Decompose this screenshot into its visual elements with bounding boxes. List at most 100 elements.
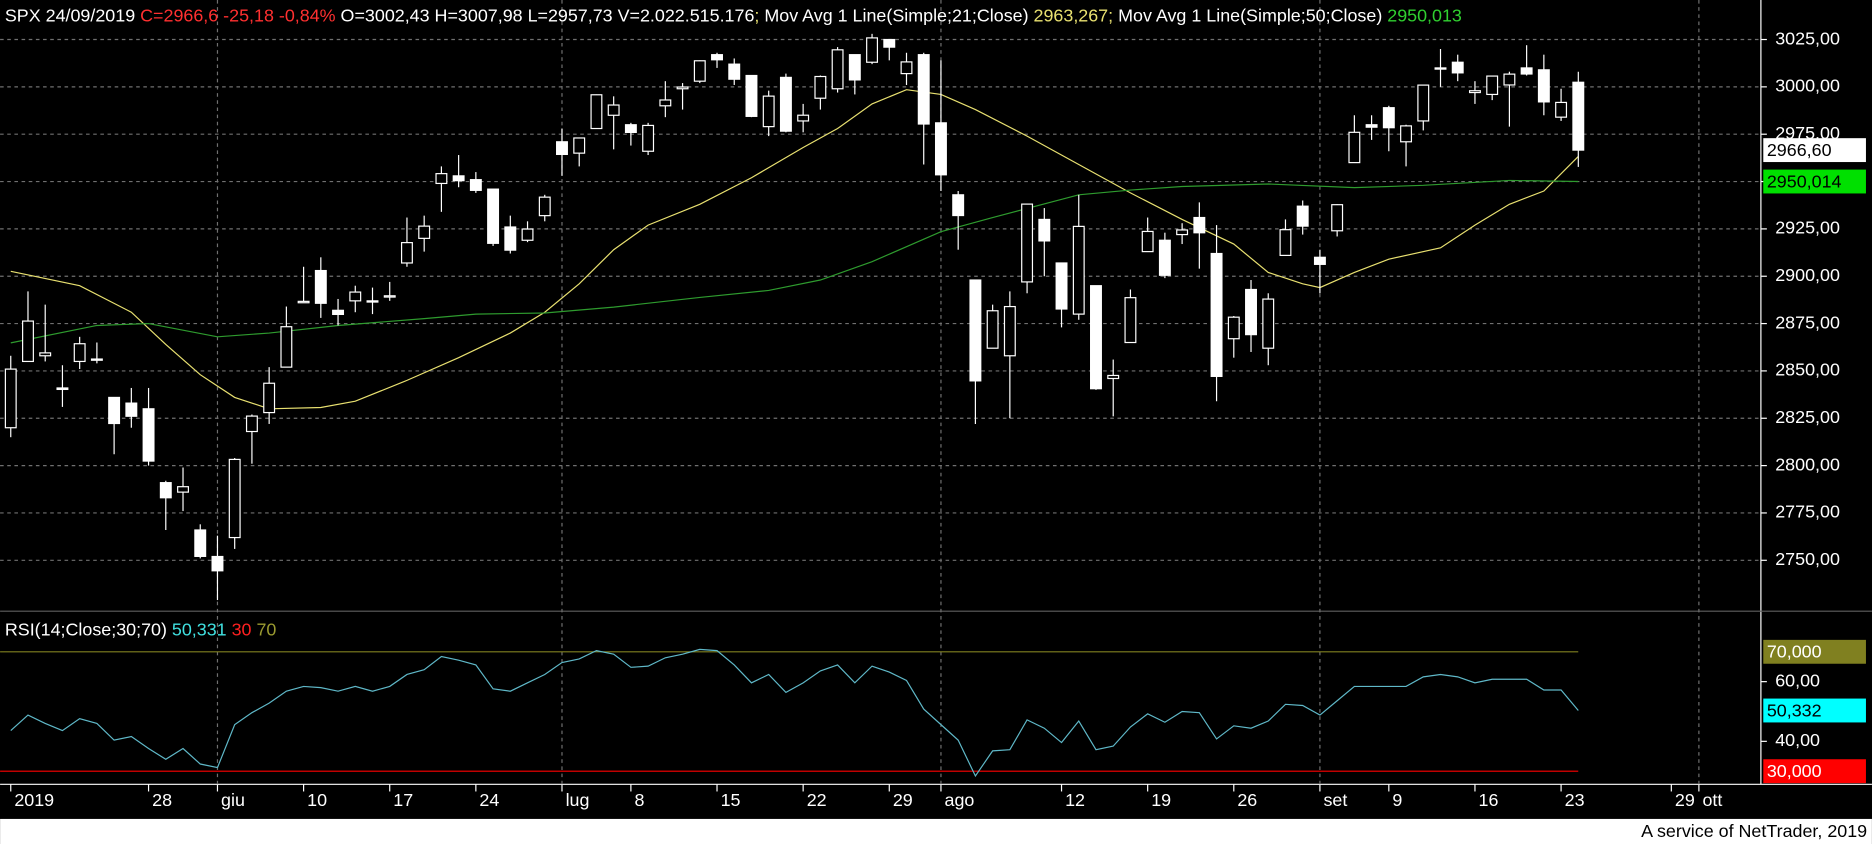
x-tick-label: 26 <box>1237 790 1257 810</box>
candle-body <box>883 38 896 48</box>
candle-body <box>211 555 224 572</box>
x-tick-label: 16 <box>1479 790 1499 810</box>
level-label: 30,000 <box>1767 761 1822 781</box>
x-tick-label: ago <box>945 790 975 810</box>
header-part: C=2966,6 -25,18 -0,84% <box>140 5 336 25</box>
candle-body <box>866 37 879 63</box>
x-tick-label: 28 <box>152 790 172 810</box>
candle-body <box>314 269 327 304</box>
candle-body <box>1382 107 1395 129</box>
candle-body <box>469 179 482 191</box>
candle-body <box>349 291 362 302</box>
x-tick-label: set <box>1324 790 1348 810</box>
candle-body <box>1348 131 1361 164</box>
candle-body <box>762 95 775 128</box>
candle-body <box>745 74 758 117</box>
candle-body <box>1365 124 1378 128</box>
candle-body <box>297 300 310 304</box>
x-tick-label: 17 <box>393 790 413 810</box>
candle-body <box>711 54 723 61</box>
y-tick-label: 2875,00 <box>1775 312 1840 332</box>
candle-body <box>573 137 586 154</box>
x-tick-label: 2019 <box>14 790 54 810</box>
x-tick-label: 24 <box>479 790 499 810</box>
candle-body <box>1107 374 1120 380</box>
y-tick-label: 2975,00 <box>1775 123 1840 143</box>
y-tick-label: 2825,00 <box>1775 407 1840 427</box>
candle-body <box>1090 285 1102 390</box>
candle-body <box>1227 316 1240 340</box>
candle-body <box>814 75 827 99</box>
candle-body <box>452 175 465 182</box>
candle-body <box>934 122 947 176</box>
y-tick-label: 2900,00 <box>1775 265 1840 285</box>
value-box <box>1763 138 1866 163</box>
x-tick-label: 23 <box>1565 790 1585 810</box>
candle-body <box>1262 298 1275 349</box>
candle-body <box>952 194 965 217</box>
candle-body <box>39 352 52 357</box>
level-box <box>1763 759 1866 784</box>
candle-body <box>556 141 568 156</box>
candle-body <box>693 60 706 82</box>
level-label: 70,000 <box>1767 642 1822 662</box>
candle-body <box>1520 67 1533 75</box>
x-tick-label: 9 <box>1392 790 1402 810</box>
candle-body <box>366 300 379 303</box>
candle-body <box>1193 216 1206 234</box>
candle-body <box>1537 69 1550 103</box>
candle-body <box>400 242 413 264</box>
candle-body <box>228 458 241 539</box>
moving-average <box>10 179 1579 344</box>
candle-body <box>73 343 86 363</box>
candle-body <box>1434 67 1447 70</box>
y-tick-label: 60,00 <box>1775 670 1820 690</box>
y-tick-label: 2775,00 <box>1775 502 1840 522</box>
moving-average <box>10 89 1579 410</box>
candle-body <box>142 408 155 462</box>
candle-body <box>1468 90 1481 94</box>
header-part: SPX 24/09/2019 <box>5 5 140 25</box>
x-tick-label: 29 <box>893 790 913 810</box>
candle-body <box>1313 256 1326 265</box>
candle-body <box>900 61 913 75</box>
candle-body <box>1003 305 1016 357</box>
candle-body <box>521 228 534 241</box>
candle-body <box>969 279 982 382</box>
candle-body <box>4 368 17 429</box>
candle-body <box>1417 84 1430 122</box>
footer-band <box>0 818 1872 844</box>
candle-body <box>383 295 396 298</box>
header-part: 2950,013 <box>1387 5 1462 25</box>
candle-body <box>280 326 293 368</box>
candle-body <box>177 486 189 493</box>
candle-body <box>487 188 500 244</box>
footer: A service of NetTrader, 2019 <box>1641 821 1867 841</box>
candle-body <box>676 86 689 90</box>
candle-body <box>659 99 672 107</box>
candle-body <box>1021 203 1034 283</box>
candle-body <box>90 358 103 361</box>
candle-body <box>1400 125 1413 143</box>
candle-body <box>642 124 655 152</box>
candle-body <box>435 173 448 185</box>
candle-body <box>1038 218 1051 242</box>
y-tick-label: 3000,00 <box>1775 76 1840 96</box>
candle-body <box>1296 205 1309 227</box>
y-tick-label: 2850,00 <box>1775 360 1840 380</box>
candle-body <box>831 49 844 90</box>
header-part: RSI(14;Close;30;70) <box>5 619 172 639</box>
x-tick-label: 22 <box>807 790 827 810</box>
candle-body <box>1331 204 1344 232</box>
candle-body <box>728 63 741 80</box>
candle-body <box>1141 230 1154 253</box>
x-tick-label: 8 <box>634 790 644 810</box>
candle-body <box>538 196 551 217</box>
x-tick-label: ott <box>1702 790 1722 810</box>
x-tick-label: 12 <box>1065 790 1085 810</box>
value-box-label: 50,332 <box>1767 700 1822 720</box>
x-tick-label: 19 <box>1151 790 1171 810</box>
header-part: Mov Avg 1 Line(Simple;21;Close) <box>764 5 1033 25</box>
candle-body <box>1245 288 1257 336</box>
